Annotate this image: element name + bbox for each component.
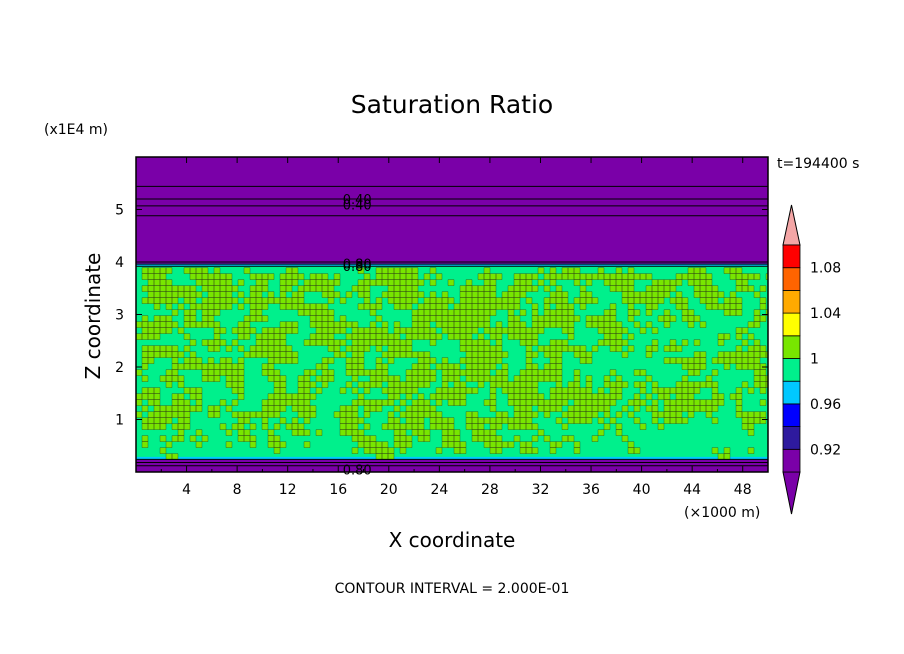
x-tick-label: 24 [430, 482, 448, 498]
x-tick-label: 36 [582, 482, 600, 498]
contour-label: 0.80 [343, 463, 372, 478]
y-tick-label: 1 [115, 413, 124, 429]
colorbar-over-triangle [782, 204, 801, 246]
colorbar-label: 1 [810, 352, 819, 368]
colorbar-label: 0.96 [810, 397, 841, 413]
x-unit-label: (×1000 m) [684, 505, 760, 521]
x-tick-label: 48 [734, 482, 752, 498]
upper-dry-layer [136, 157, 768, 265]
x-tick-label: 20 [380, 482, 398, 498]
x-tick-label: 16 [329, 482, 347, 498]
x-tick-label: 8 [233, 482, 242, 498]
y-axis-label: Z coordinate [81, 253, 105, 380]
x-tick-label: 4 [182, 482, 191, 498]
colorbar-swatch [782, 403, 801, 427]
colorbar-label: 1.04 [810, 306, 841, 322]
colorbar-swatch [782, 380, 801, 405]
x-tick-label: 32 [532, 482, 550, 498]
colorbar-swatch [782, 448, 801, 473]
colorbar-swatch [782, 426, 801, 450]
y-tick-label: 2 [115, 360, 124, 376]
contour-lines [136, 185, 768, 467]
chart-title: Saturation Ratio [351, 90, 553, 119]
y-tick-label: 3 [115, 308, 124, 324]
cloud-speckle [136, 267, 768, 460]
x-axis: 4 8 12 16 20 24 28 32 36 40 44 48 [160, 157, 752, 498]
colorbar-swatch [782, 289, 801, 314]
x-tick-label: 12 [279, 482, 297, 498]
contour-label: 0.40 [343, 198, 372, 213]
colorbar-label: 0.92 [810, 442, 841, 458]
colorbar: 0.92 0.96 1 1.04 1.08 [782, 204, 841, 515]
cloud-speckle-cells [136, 267, 768, 460]
contour-labels: 0.400.400.800.800.80 [343, 193, 372, 478]
x-tick-label: 28 [481, 482, 499, 498]
colorbar-swatch [782, 244, 801, 269]
y-unit-label: (x1E4 m) [44, 122, 108, 138]
x-tick-label: 40 [633, 482, 651, 498]
contour-interval-footer: CONTOUR INTERVAL = 2.000E-01 [335, 581, 570, 597]
x-tick-label: 44 [683, 482, 701, 498]
y-tick-label: 4 [115, 255, 124, 271]
x-axis-label: X coordinate [389, 528, 516, 552]
cloud-base-band [136, 456, 768, 460]
cloud-top-band [136, 263, 768, 267]
contour-label: 0.40 [343, 193, 372, 208]
y-axis: 1 2 3 4 5 [115, 203, 768, 429]
contour-label: 0.80 [343, 258, 372, 273]
colorbar-under-triangle [782, 471, 801, 515]
colorbar-swatch [782, 335, 801, 359]
colorbar-swatch [782, 267, 801, 291]
colorbar-swatch [782, 312, 801, 337]
contour-label: 0.80 [343, 260, 372, 275]
time-label: t=194400 s [777, 156, 859, 172]
y-tick-label: 5 [115, 203, 124, 219]
colorbar-swatch [782, 358, 801, 382]
contour-field [136, 157, 768, 472]
colorbar-label: 1.08 [810, 261, 841, 277]
